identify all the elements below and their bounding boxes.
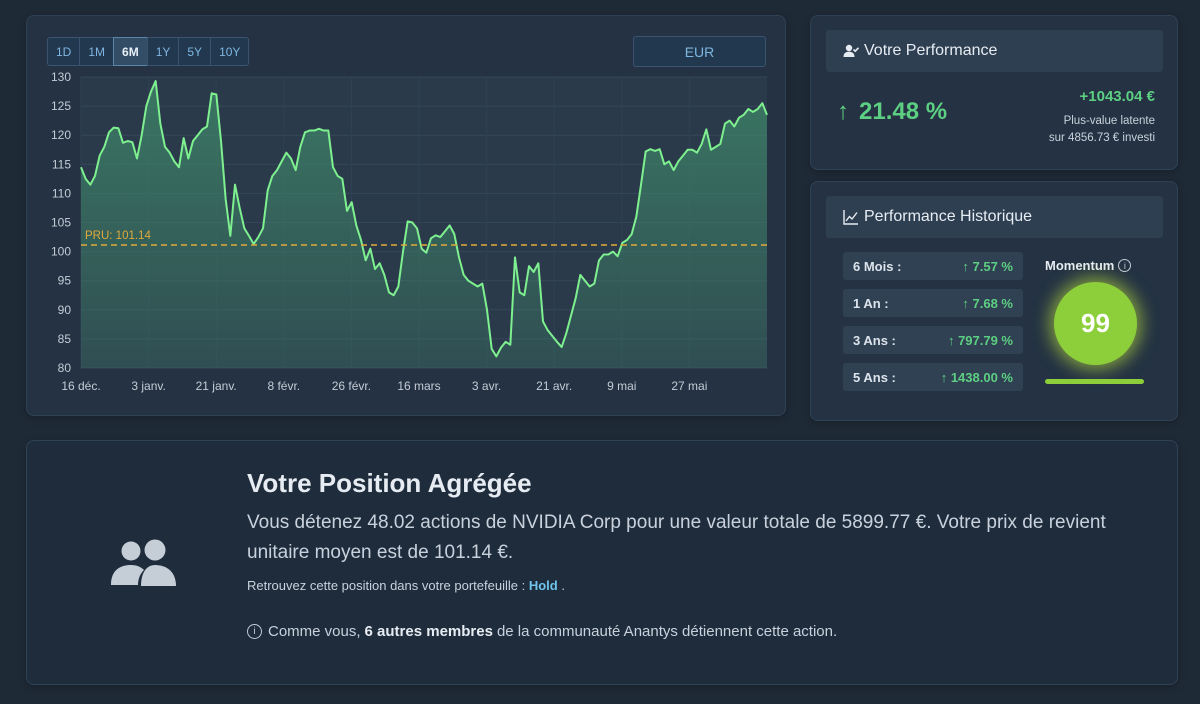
community-members-line: i Comme vous, 6 autres membres de la com… [247, 623, 837, 640]
arrow-up-icon: ↑ [947, 332, 959, 348]
portfolio-link-line: Retrouvez cette position dans votre port… [247, 578, 565, 593]
portfolio-link-suffix: . [561, 578, 565, 593]
y-tick-label: 110 [52, 186, 71, 200]
user-check-icon [842, 42, 860, 60]
arrow-up-icon: ↑ [962, 258, 973, 274]
historical-row-value: ↑ 7.68 % [962, 296, 1013, 311]
position-title: Votre Position Agrégée [247, 468, 532, 498]
y-tick-label: 90 [58, 303, 72, 317]
historical-row-value-text: 7.57 % [972, 258, 1013, 274]
momentum-label-text: Momentum [1045, 258, 1115, 273]
x-tick-label: 27 mai [671, 379, 707, 393]
performance-percent-value: 21.48 % [859, 98, 948, 125]
performance-card: Votre Performance ↑ 21.48 % +1043.04 € P… [810, 15, 1178, 170]
price-chart-card: 1D 1M 6M 1Y 5Y 10Y EUR 80 85 90 95 100 105 110 115 12… [26, 15, 786, 416]
historical-row-label: 5 Ans : [853, 369, 896, 385]
performance-gain: +1043.04 € [1079, 88, 1156, 105]
x-tick-label: 21 avr. [536, 379, 572, 393]
historical-row: 3 Ans : ↑ 797.79 % [843, 326, 1023, 354]
historical-row-value: ↑ 797.79 % [948, 333, 1013, 348]
price-line [80, 80, 768, 358]
historical-row-value-text: 1438.00 % [950, 369, 1013, 385]
x-tick-label: 21 janv. [196, 379, 237, 393]
momentum-score: 99 [1054, 282, 1137, 365]
historical-row-value-text: 7.68 % [972, 295, 1013, 311]
y-tick-label: 120 [51, 128, 71, 142]
y-tick-label: 80 [58, 361, 72, 375]
y-tick-label: 85 [58, 332, 72, 346]
info-icon: i [247, 624, 262, 639]
historical-row-value-text: 797.79 % [958, 332, 1013, 348]
x-tick-label: 9 mai [607, 379, 636, 393]
portfolio-link[interactable]: Hold [528, 578, 558, 593]
x-tick-label: 16 déc. [61, 379, 100, 393]
x-tick-label: 3 avr. [472, 379, 501, 393]
performance-header: Votre Performance [826, 30, 1163, 72]
range-button-1m[interactable]: 1M [79, 37, 115, 66]
performance-sub-line-1: Plus-value latente [1063, 115, 1155, 127]
arrow-up-icon: ↑ [962, 295, 973, 311]
historical-row-label: 6 Mois : [853, 258, 902, 274]
arrow-up-icon: ↑ [837, 98, 849, 125]
position-card: Votre Position Agrégée Vous détenez 48.0… [26, 440, 1178, 685]
range-button-10y[interactable]: 10Y [210, 37, 250, 66]
position-description: Vous détenez 48.02 actions de NVIDIA Cor… [247, 512, 1106, 563]
historical-header: Performance Historique [826, 196, 1163, 238]
historical-row: 5 Ans : ↑ 1438.00 % [843, 363, 1023, 391]
performance-sub-line-2: sur 4856.73 € investi [1048, 132, 1155, 144]
currency-selector[interactable]: EUR [633, 36, 766, 67]
range-button-6m[interactable]: 6M [113, 37, 148, 66]
members-suffix: de la communauté Anantys détiennent cett… [496, 623, 838, 640]
members-count: 6 autres membres [364, 623, 493, 640]
pru-label: PRU: 101.14 [85, 230, 151, 242]
x-tick-label: 16 mars [397, 379, 440, 393]
historical-row-value: ↑ 7.57 % [962, 259, 1013, 274]
performance-title: Votre Performance [864, 42, 998, 59]
historical-row-label: 3 Ans : [853, 332, 896, 348]
x-tick-label: 3 janv. [131, 379, 165, 393]
price-chart: 80 85 90 95 100 105 110 115 120 125 130 16 déc. 3 ja… [51, 70, 768, 393]
x-tick-label: 26 févr. [332, 379, 371, 393]
arrow-up-icon: ↑ [940, 369, 951, 385]
info-icon[interactable]: i [1118, 259, 1132, 272]
historical-row-label: 1 An : [853, 295, 889, 311]
y-tick-label: 95 [58, 274, 72, 288]
historical-row: 6 Mois : ↑ 7.57 % [843, 252, 1023, 280]
y-tick-label: 130 [51, 70, 71, 84]
y-tick-label: 115 [52, 157, 71, 171]
line-chart-icon [842, 208, 860, 226]
price-area-fill [81, 81, 767, 368]
momentum-bar [1045, 379, 1144, 384]
historical-row-value: ↑ 1438.00 % [941, 370, 1013, 385]
momentum-label: Momentum i [1045, 258, 1132, 273]
performance-subtext: Plus-value latente sur 4856.73 € investi [1049, 113, 1155, 147]
time-range-selector: 1D 1M 6M 1Y 5Y 10Y [47, 37, 250, 66]
range-button-1d[interactable]: 1D [47, 37, 81, 66]
historical-row: 1 An : ↑ 7.68 % [843, 289, 1023, 317]
range-button-5y[interactable]: 5Y [178, 37, 212, 66]
performance-percent: ↑ 21.48 % [837, 98, 947, 126]
historical-performance-card: Performance Historique 6 Mois : ↑ 7.57 % 1… [810, 181, 1178, 421]
members-prefix: Comme vous, [268, 623, 361, 640]
users-icon [111, 538, 177, 593]
y-tick-label: 105 [51, 216, 71, 230]
x-tick-label: 8 févr. [267, 379, 300, 393]
historical-title: Performance Historique [864, 208, 1033, 225]
y-tick-label: 100 [51, 245, 71, 259]
y-tick-label: 125 [51, 99, 71, 113]
portfolio-link-prefix: Retrouvez cette position dans votre port… [247, 578, 526, 593]
